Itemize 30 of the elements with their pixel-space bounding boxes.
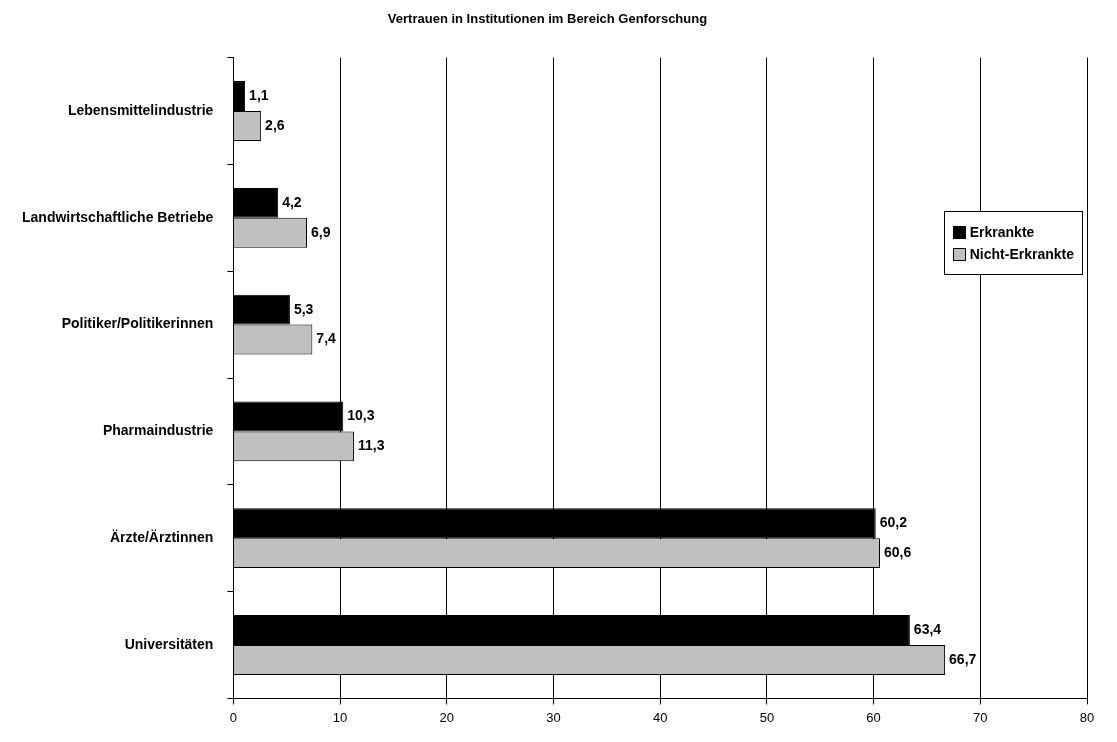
x-tick-label: 30 — [546, 709, 561, 725]
data-label: 1,1 — [249, 86, 269, 103]
x-tick-label: 40 — [652, 709, 668, 725]
data-label: 60,2 — [879, 514, 908, 531]
x-tick-label: 50 — [759, 709, 775, 725]
data-label: 11,3 — [357, 437, 385, 454]
data-label: 10,3 — [347, 407, 375, 424]
y-tick-label: Universitäten — [124, 635, 214, 652]
data-label: 2,6 — [265, 116, 285, 133]
legend-label: Nicht-Erkrankte — [969, 246, 1074, 263]
y-tick-label: Lebensmittelindustrie — [67, 101, 214, 118]
x-tick-label: 10 — [332, 709, 348, 725]
x-tick-label: 0 — [229, 709, 237, 725]
y-tick-label: Landwirtschaftliche Betriebe — [21, 208, 214, 225]
data-label: 66,7 — [949, 650, 977, 667]
data-label: 7,4 — [316, 330, 337, 347]
chart-title: Vertrauen in Institutionen im Bereich Genforschung — [387, 11, 708, 27]
data-label: 6,9 — [311, 223, 331, 240]
y-tick-label: Politiker/Politikerinnen — [61, 315, 214, 332]
data-label: 4,2 — [282, 193, 302, 210]
x-tick-label: 70 — [973, 709, 988, 725]
y-tick-label: Pharmaindustrie — [102, 422, 214, 439]
data-label: 60,6 — [884, 544, 912, 561]
data-label: 63,4 — [913, 620, 942, 637]
data-label: 5,3 — [293, 300, 314, 317]
x-tick-label: 80 — [1079, 709, 1095, 725]
legend-label: Erkrankte — [969, 224, 1035, 241]
y-tick-label: Ärzte/Ärztinnen — [109, 529, 214, 546]
x-tick-label: 20 — [439, 709, 455, 725]
x-tick-label: 60 — [866, 709, 881, 725]
